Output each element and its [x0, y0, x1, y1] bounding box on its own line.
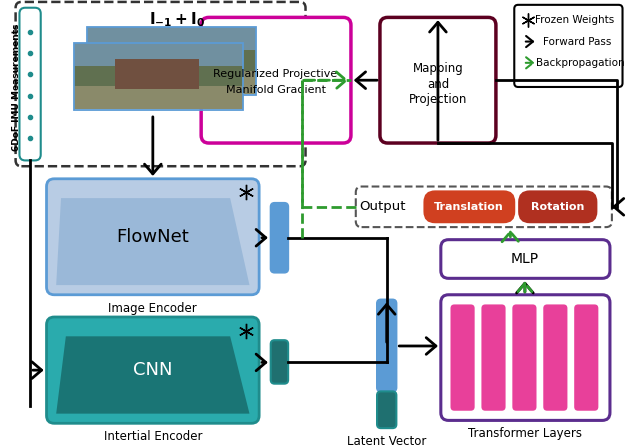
Text: Latent Vector: Latent Vector — [347, 435, 426, 446]
Bar — [87, 27, 256, 95]
Bar — [129, 44, 212, 74]
Text: FlowNet: FlowNet — [116, 228, 189, 246]
Text: Transformer Layers: Transformer Layers — [468, 427, 582, 441]
FancyBboxPatch shape — [377, 392, 396, 428]
FancyBboxPatch shape — [451, 305, 475, 411]
FancyBboxPatch shape — [441, 240, 610, 278]
Text: Backpropagation: Backpropagation — [536, 58, 624, 68]
FancyBboxPatch shape — [47, 179, 259, 295]
FancyBboxPatch shape — [515, 5, 623, 87]
FancyBboxPatch shape — [513, 305, 536, 411]
Text: Regularized Projective: Regularized Projective — [214, 70, 338, 79]
Text: Projection: Projection — [409, 93, 467, 106]
FancyBboxPatch shape — [47, 317, 259, 423]
FancyBboxPatch shape — [518, 190, 597, 223]
Polygon shape — [56, 198, 250, 285]
FancyBboxPatch shape — [424, 190, 515, 223]
Bar — [74, 66, 243, 86]
Bar — [87, 50, 256, 70]
Text: Rotation: Rotation — [531, 202, 584, 212]
FancyBboxPatch shape — [574, 305, 598, 411]
Text: $\mathbf{I_{-1} + I_0}$: $\mathbf{I_{-1} + I_0}$ — [149, 10, 205, 29]
Text: Frozen Weights: Frozen Weights — [534, 15, 614, 25]
Bar — [74, 86, 243, 109]
Polygon shape — [56, 336, 250, 413]
FancyBboxPatch shape — [19, 8, 41, 161]
Bar — [115, 59, 199, 89]
Bar — [87, 27, 256, 50]
Text: Image Encoder: Image Encoder — [108, 302, 197, 315]
FancyBboxPatch shape — [356, 186, 612, 227]
FancyBboxPatch shape — [377, 300, 396, 392]
Text: Translation: Translation — [434, 202, 504, 212]
Text: CNN: CNN — [133, 361, 173, 379]
Text: Forward Pass: Forward Pass — [543, 37, 611, 46]
Bar — [74, 42, 243, 66]
Bar — [87, 70, 256, 94]
FancyBboxPatch shape — [543, 305, 568, 411]
Text: 6DoF IMU Measurements: 6DoF IMU Measurements — [12, 23, 21, 151]
Bar — [74, 42, 243, 110]
Text: MLP: MLP — [511, 252, 539, 266]
Text: Mapping: Mapping — [413, 62, 463, 75]
Text: Output: Output — [360, 200, 406, 213]
FancyBboxPatch shape — [271, 203, 288, 273]
FancyBboxPatch shape — [481, 305, 506, 411]
Text: and: and — [427, 78, 449, 91]
Text: Intertial Encoder: Intertial Encoder — [104, 430, 202, 443]
FancyBboxPatch shape — [380, 17, 496, 143]
FancyBboxPatch shape — [201, 17, 351, 143]
FancyBboxPatch shape — [271, 340, 288, 384]
FancyBboxPatch shape — [441, 295, 610, 421]
Text: Manifold Gradient: Manifold Gradient — [225, 85, 326, 95]
